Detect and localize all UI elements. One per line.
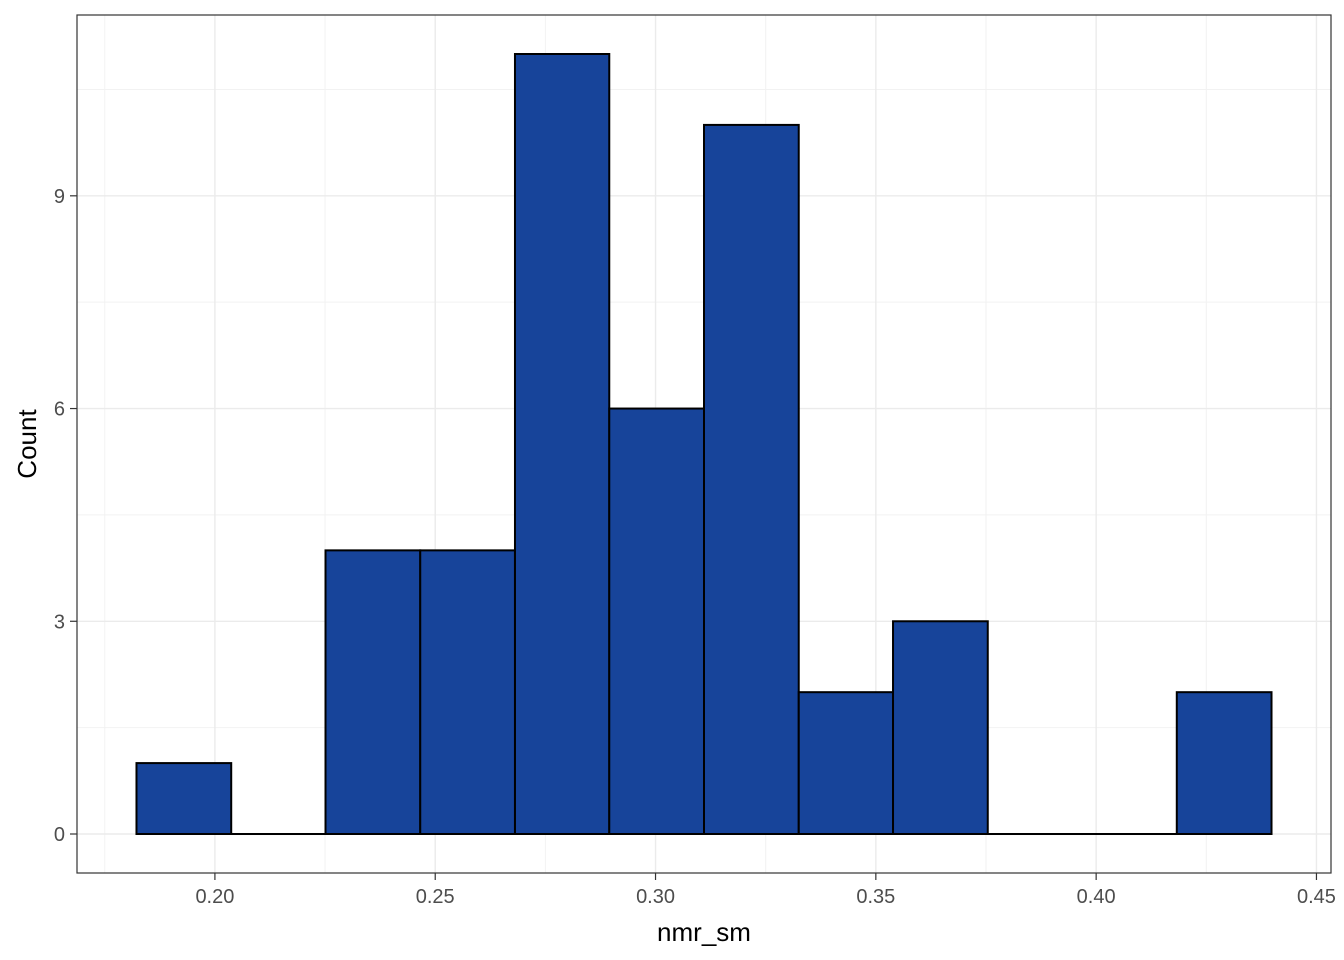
x-tick-label: 0.45 — [1297, 886, 1336, 908]
x-tick-label: 0.20 — [195, 886, 234, 908]
x-tick-label: 0.30 — [636, 886, 675, 908]
y-tick-label: 3 — [54, 611, 65, 633]
panel-border — [76, 14, 1332, 874]
x-axis-ticks: 0.20 0.25 0.30 0.35 0.40 0.45 — [195, 873, 1336, 908]
x-axis-title: nmr_sm — [657, 917, 751, 947]
y-axis-title: Count — [12, 409, 42, 479]
bars — [135, 53, 1273, 836]
histogram-bar — [513, 53, 611, 835]
histogram-bar — [324, 549, 422, 835]
histogram-bar — [703, 123, 800, 835]
histogram-bar — [797, 691, 895, 835]
y-tick-label: 0 — [54, 824, 65, 846]
histogram-bar — [892, 620, 989, 835]
histogram-bar — [135, 762, 233, 835]
y-tick-label: 9 — [54, 186, 65, 208]
x-tick-label: 0.40 — [1077, 886, 1116, 908]
y-tick-label: 6 — [54, 399, 65, 421]
y-axis-ticks: 0 3 6 9 — [54, 186, 77, 846]
histogram-bar — [1175, 691, 1273, 835]
x-tick-label: 0.25 — [416, 886, 455, 908]
histogram-bar — [419, 549, 516, 835]
x-tick-label: 0.35 — [856, 886, 895, 908]
histogram-bar — [608, 407, 705, 835]
